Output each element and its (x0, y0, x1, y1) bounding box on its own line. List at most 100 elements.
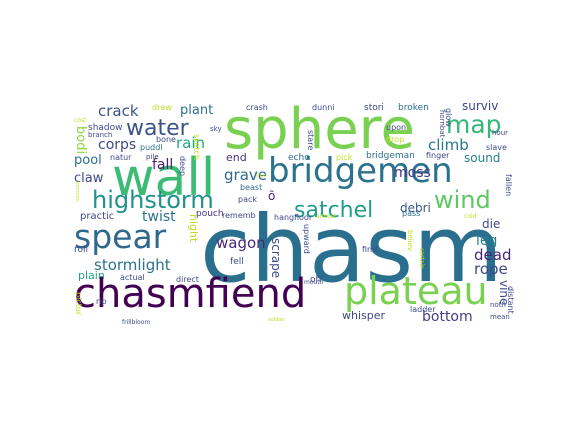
cloud-word: sphere (224, 97, 415, 162)
cloud-word: õ (268, 189, 276, 203)
cloud-word: vine (497, 280, 511, 306)
cloud-word: finger (426, 151, 450, 160)
cloud-word: pass (402, 209, 421, 218)
cloud-word: shadow (88, 123, 123, 133)
cloud-word: broken (398, 103, 429, 113)
cloud-word: dunni (312, 103, 335, 112)
cloud-word: climb (428, 136, 469, 154)
cloud-word: end (226, 151, 247, 164)
cloud-word: leg (476, 233, 498, 249)
cloud-word: actual (120, 273, 145, 282)
cloud-word: puddl (140, 143, 163, 152)
cloud-word: upon (386, 123, 407, 132)
cloud-word: frillbloom (122, 319, 151, 326)
cloud-word: surviv (462, 99, 499, 113)
cloud-word: water (126, 116, 189, 141)
cloud-word: draw (152, 103, 172, 112)
cloud-word: pile (146, 153, 159, 161)
cloud-word: branch (88, 131, 113, 139)
cloud-word: chasmfiend (74, 271, 307, 317)
cloud-word: crash (246, 103, 268, 112)
cloud-word: certain (418, 248, 425, 269)
cloud-word: practic (80, 211, 115, 222)
cloud-word: moss (394, 165, 431, 181)
cloud-word: grave (224, 166, 267, 184)
cloud-word: bodi (73, 126, 88, 155)
cloud-word: rope (474, 260, 508, 278)
cloud-word: sky (210, 125, 222, 133)
cloud-word: plant (180, 103, 214, 118)
cloud-word: oh (310, 275, 322, 285)
cloud-word: sketch (192, 134, 201, 161)
cloud-word: fallen (504, 174, 513, 197)
cloud-word: hang (274, 213, 295, 222)
cloud-word: mouth (304, 279, 324, 286)
cloud-word: tree (256, 173, 267, 179)
cloud-word: spear (74, 217, 167, 256)
cloud-word: scrape (269, 238, 283, 279)
cloud-word: bridgeman (366, 151, 415, 161)
cloud-word: highstorm (92, 186, 214, 214)
cloud-word: crack (98, 102, 139, 120)
cloud-word: common (74, 180, 80, 202)
cloud-word: echo (288, 153, 310, 163)
cloud-word: claw (74, 171, 104, 186)
cloud-word: beast (240, 183, 263, 192)
cloud-word: dead (474, 246, 512, 264)
word-cloud: chasm sphere wall bridgemen chasmfiend p… (72, 97, 518, 328)
cloud-word: soldier (268, 317, 285, 323)
cloud-word: chasm (200, 196, 503, 303)
cloud-word: floor (294, 213, 313, 222)
cloud-word: sound (464, 151, 501, 165)
cloud-word: satchel (294, 198, 374, 223)
cloud-word: believ (406, 230, 414, 252)
cloud-word: bottom (422, 309, 473, 325)
cloud-word: natur (110, 153, 132, 162)
cloud-word: find (362, 245, 378, 254)
cloud-word: distant (506, 286, 515, 314)
cloud-word: pack (238, 195, 258, 204)
cloud-word: wall (112, 148, 216, 208)
cloud-word: fell (230, 257, 244, 267)
cloud-word: direct (176, 275, 199, 284)
cloud-word: rip (96, 297, 107, 306)
cloud-word: slave (486, 143, 507, 152)
cloud-word: cost (74, 117, 87, 124)
cloud-word: noth (490, 301, 506, 309)
cloud-word: stori (364, 103, 384, 113)
cloud-word: hour (492, 129, 509, 137)
cloud-word: rememb (222, 211, 256, 220)
cloud-word: ladder (410, 305, 436, 314)
cloud-word: pictur (74, 292, 83, 316)
cloud-word: die (482, 217, 501, 231)
cloud-word: pick (336, 153, 353, 162)
cloud-word: stare (306, 130, 315, 151)
cloud-word: pool (74, 153, 102, 168)
cloud-word: mean (490, 313, 510, 321)
cloud-word: almost (316, 213, 337, 220)
cloud-word: plain (78, 269, 105, 282)
cloud-word: roll (74, 245, 89, 255)
cloud-word: upward (302, 224, 311, 254)
cloud-word: twist (142, 209, 176, 225)
cloud-word: debri (400, 201, 431, 215)
cloud-word: plateau (344, 269, 488, 313)
cloud-word: drop (386, 135, 405, 144)
cloud-word: bridgemen (268, 151, 453, 191)
cloud-word: rain (176, 134, 206, 152)
cloud-word: wagon (216, 234, 266, 252)
cloud-word: heard (454, 244, 463, 268)
cloud-word: map (446, 110, 502, 139)
cloud-word: bone (156, 135, 176, 144)
cloud-word: whisper (342, 309, 386, 322)
cloud-word: corps (98, 137, 137, 153)
cloud-word: wind (434, 186, 491, 214)
cloud-word: pouch (196, 209, 224, 219)
cloud-word: night (187, 214, 200, 243)
cloud-word: stormlight (94, 256, 171, 274)
cloud-word: glow (444, 108, 453, 127)
cloud-word: cold (464, 213, 477, 220)
cloud-word: deep (178, 156, 187, 176)
cloud-word: fall (152, 157, 174, 173)
